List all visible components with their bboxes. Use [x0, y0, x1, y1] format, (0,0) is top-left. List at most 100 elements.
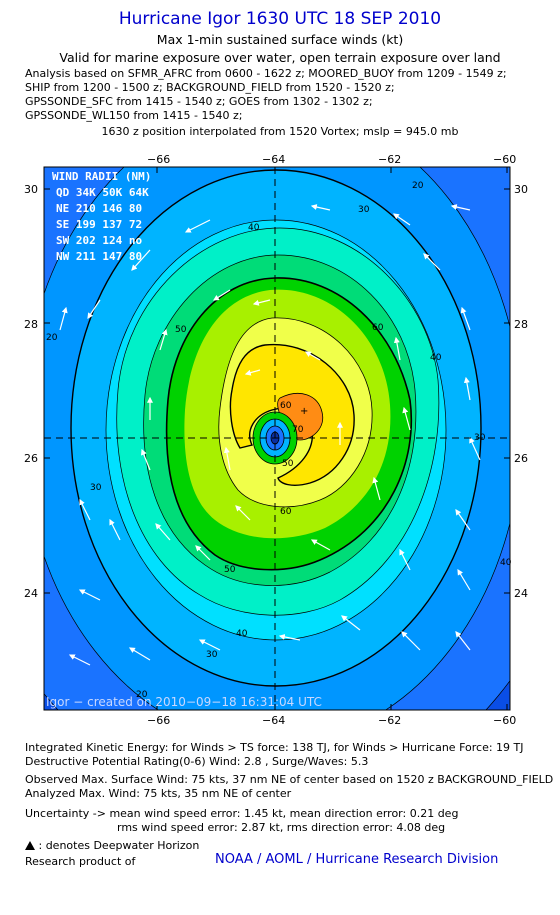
axis-ticks [44, 167, 510, 710]
wind-radii-table: WIND RADII (NM) QD 34K 50K 64K NE 210 14… [52, 170, 151, 263]
contour-label: 60 [372, 323, 384, 333]
contour-labels: 20 30 40 50 60 70 30 40 50 60 50 60 40 30 20 20 30 40 [46, 181, 512, 700]
wind-vector-arrow [463, 376, 471, 401]
wind-vector-arrow [455, 509, 471, 531]
wind-vector-arrow [68, 654, 91, 666]
contour-label: 30 [358, 205, 370, 215]
wind-vector-arrow [278, 633, 301, 641]
wind-vector-arrow [155, 523, 171, 541]
wind-contour-field: + [44, 167, 510, 710]
wind-vector-arrow [109, 518, 121, 541]
contour-30 [70, 169, 482, 687]
contour-label: 30 [206, 650, 218, 660]
ike-line: Integrated Kinetic Energy: for Winds > T… [25, 741, 524, 754]
wind-vector-arrow [393, 213, 411, 226]
wind-radii-nw: NW 211 147 80 [56, 250, 142, 263]
wind-vector-arrow [450, 204, 471, 211]
contour-40 [116, 227, 440, 616]
wind-vector-arrow [252, 299, 271, 306]
analyzed-max-line: Analyzed Max. Wind: 75 kts, 35 nm NE of … [25, 787, 292, 800]
deepwater-legend-text: : denotes Deepwater Horizon [38, 839, 200, 852]
observed-max-line: Observed Max. Surface Wind: 75 kts, 37 n… [25, 773, 554, 786]
contour-label: 30 [90, 483, 102, 493]
lat-tick-right-26: 26 [514, 452, 528, 465]
contour-label: 60 [280, 401, 292, 411]
wind-vector-arrow [372, 476, 381, 501]
wind-vector-arrow [457, 568, 471, 591]
wind-vector-arrow [310, 204, 331, 211]
wind-vectors [59, 204, 481, 666]
contour-45 [143, 254, 417, 586]
wind-vector-arrow [212, 289, 231, 301]
contour-label: 20 [136, 690, 148, 700]
contour-label: 40 [430, 353, 442, 363]
wind-vector-arrow [235, 505, 251, 521]
contour-label: 50 [282, 459, 294, 469]
wind-vector-arrow [184, 219, 211, 233]
wind-vector-arrow [402, 406, 411, 431]
lat-tick-left-28: 28 [24, 318, 38, 331]
contour-label: 30 [474, 433, 486, 443]
wind-radii-title: WIND RADII (NM) [52, 170, 151, 183]
lon-tick-bottom-66: −66 [147, 714, 171, 727]
wind-vector-arrow [460, 306, 471, 331]
analysis-line-3: GPSSONDE_SFC from 1415 - 1540 z; GOES fr… [25, 95, 373, 108]
wind-vector-arrow [87, 299, 101, 319]
wind-vector-arrow [393, 336, 401, 361]
max-wind-marker: + [300, 406, 308, 417]
wind-vector-arrow [341, 615, 361, 631]
map-frame [43, 166, 511, 711]
wind-vector-arrow [223, 446, 231, 471]
contour-label: 40 [236, 629, 248, 639]
contour-label: 40 [500, 558, 512, 568]
wind-radii-header: QD 34K 50K 64K [56, 186, 149, 199]
lat-tick-left-30: 30 [24, 183, 38, 196]
contour-label: 50 [175, 325, 187, 335]
lon-tick-top-60: −60 [493, 153, 517, 166]
wind-vector-arrow [455, 631, 471, 651]
wind-vector-arrow [401, 631, 421, 651]
wind-vector-arrow [79, 498, 91, 521]
page-title: Hurricane Igor 1630 UTC 18 SEP 2010 [118, 9, 442, 29]
contour-label: 20 [46, 333, 58, 343]
org-link[interactable]: NOAA / AOML / Hurricane Research Divisio… [215, 852, 499, 867]
contour-label: 60 [280, 507, 292, 517]
wind-vector-arrow [128, 647, 151, 661]
subtitle-line-1: Max 1-min sustained surface winds (kt) [156, 32, 404, 47]
contour-label: 50 [224, 565, 236, 575]
lat-tick-left-24: 24 [24, 587, 38, 600]
lat-tick-right-24: 24 [514, 587, 528, 600]
subtitle-line-2: Valid for marine exposure over water, op… [59, 50, 501, 65]
lon-tick-top-66: −66 [147, 153, 171, 166]
analysis-line-4: GPSSONDE_WL150 from 1415 - 1540 z; [25, 109, 243, 122]
wind-vector-arrow [399, 548, 411, 571]
contour-label: 70 [292, 425, 304, 435]
wind-radii-se: SE 199 137 72 [56, 218, 142, 231]
wind-vector-arrow [310, 539, 331, 551]
created-label: Igor − created on 2010−09−18 16:31:04 UT… [46, 695, 322, 709]
lat-tick-right-28: 28 [514, 318, 528, 331]
deepwater-legend: : denotes Deepwater Horizon [25, 839, 199, 852]
wind-radii-sw: SW 202 124 no [56, 234, 142, 247]
wind-vector-arrow [423, 253, 441, 271]
wind-vector-arrow [159, 328, 168, 351]
contour-label: 20 [412, 181, 424, 191]
lon-tick-bottom-62: −62 [378, 714, 402, 727]
lat-tick-left-26: 26 [24, 452, 38, 465]
lat-tick-right-30: 30 [514, 183, 528, 196]
position-line: 1630 z position interpolated from 1520 V… [101, 125, 459, 138]
wind-vector-arrow [198, 639, 221, 651]
lon-tick-bottom-64: −64 [262, 714, 286, 727]
contour-label: 40 [248, 223, 260, 233]
deepwater-icon [25, 841, 35, 850]
wind-vector-arrow [304, 351, 321, 361]
wind-vector-arrow [140, 448, 151, 471]
uncertainty-line-1: Uncertainty -> mean wind speed error: 1.… [25, 807, 459, 820]
lon-tick-bottom-60: −60 [493, 714, 517, 727]
contour-35 [105, 219, 447, 641]
wind-vector-arrow [195, 545, 211, 561]
band-65 [229, 343, 355, 486]
analysis-line-1: Analysis based on SFMR_AFRC from 0600 - … [25, 67, 507, 80]
wind-vector-arrow [59, 306, 68, 331]
